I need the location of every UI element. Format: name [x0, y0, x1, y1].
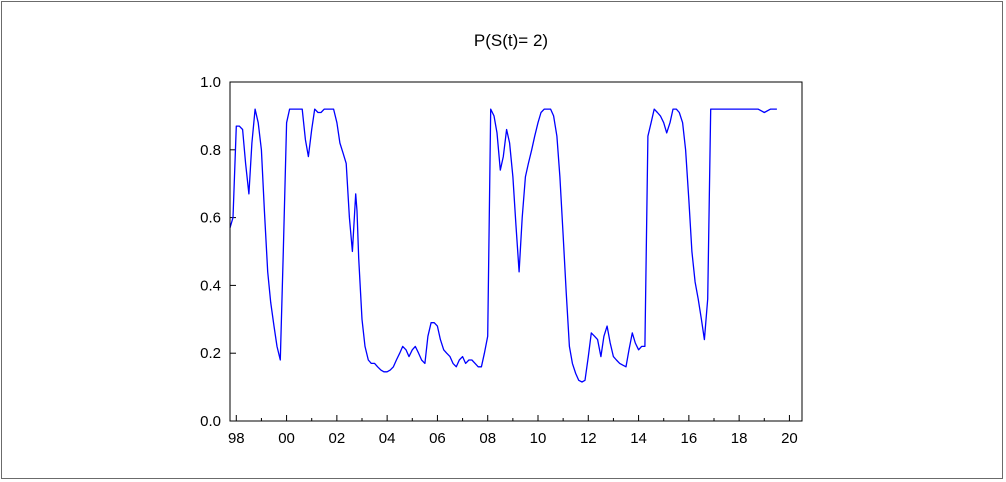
x-tick-label: 18: [731, 430, 748, 447]
x-tick-label: 00: [278, 430, 295, 447]
x-tick-label: 02: [329, 430, 346, 447]
x-tick-label: 14: [630, 430, 647, 447]
y-tick-label: 0.8: [200, 142, 221, 159]
x-tick-label: 10: [530, 430, 547, 447]
x-tick-label: 16: [681, 430, 698, 447]
x-tick-label: 98: [228, 430, 245, 447]
chart-title: P(S(t)= 2): [474, 31, 548, 50]
y-tick-label: 0.6: [200, 210, 221, 227]
y-tick-label: 0.4: [200, 277, 221, 294]
axis-ticks: 0.0 0.2 0.4 0.6 0.8 1.0 98 00 02 04 06 08 10 12 14 16 18…: [200, 74, 798, 447]
x-tick-label: 20: [781, 430, 798, 447]
y-tick-label: 0.0: [200, 413, 221, 430]
y-tick-label: 1.0: [200, 74, 221, 91]
series-line: [229, 108, 777, 383]
x-tick-label: 04: [379, 430, 396, 447]
y-tick-label: 0.2: [200, 345, 221, 362]
plot-area-frame: [229, 81, 803, 422]
x-tick-label: 06: [429, 430, 446, 447]
x-tick-label: 08: [479, 430, 496, 447]
x-tick-label: 12: [580, 430, 597, 447]
